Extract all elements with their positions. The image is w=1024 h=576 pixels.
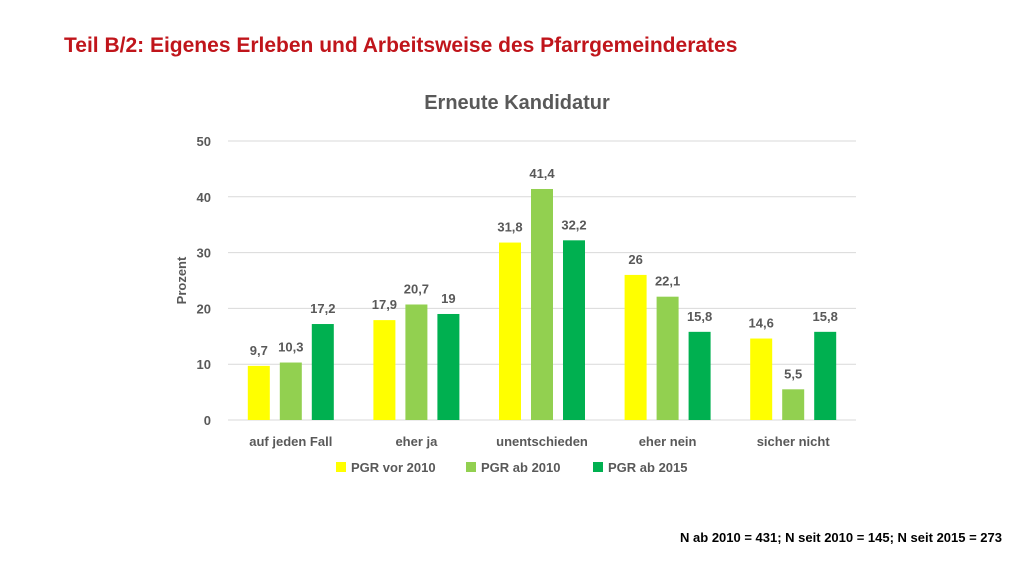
bar [373,320,396,420]
bar [656,296,679,420]
bar [688,331,711,420]
legend-label: PGR vor 2010 [351,460,436,475]
data-label: 22,1 [655,274,680,289]
data-label: 15,8 [813,309,838,324]
legend-swatch [336,462,346,472]
bar [814,331,837,420]
y-tick-label: 40 [197,190,211,205]
y-axis-label: Prozent [174,256,189,304]
data-label: 20,7 [404,281,429,296]
x-category-label: auf jeden Fall [249,434,332,449]
x-category-label: eher nein [639,434,697,449]
legend-swatch [466,462,476,472]
bar [531,188,553,420]
data-label: 5,5 [784,366,802,381]
chart-title: Erneute Kandidatur [424,92,610,114]
bar [405,304,428,420]
data-labels: 9,7 10,3 17,2 17,9 20,7 19 31,8 41,4 32,2 26 22,1 1… [250,166,838,381]
legend-label: PGR ab 2010 [481,460,561,475]
data-label: 17,2 [310,301,335,316]
x-category-label: eher ja [395,434,438,449]
legend-label: PGR ab 2015 [608,460,688,475]
bar [499,242,521,420]
y-tick-label: 50 [197,134,211,149]
bar [311,324,334,420]
sample-size-footnote: N ab 2010 = 431; N seit 2010 = 145; N se… [680,530,1002,545]
legend: PGR vor 2010 PGR ab 2010 PGR ab 2015 [336,460,688,475]
bar [624,274,647,420]
slide-title: Teil B/2: Eigenes Erleben und Arbeitswei… [64,34,738,57]
y-tick-label: 30 [197,246,211,261]
y-tick-label: 10 [197,357,211,372]
data-label: 17,9 [372,297,397,312]
data-label: 15,8 [687,309,712,324]
data-label: 31,8 [497,220,522,235]
bar [247,365,270,420]
y-tick-label: 20 [197,301,211,316]
data-label: 9,7 [250,343,268,358]
bar [437,313,460,420]
y-tick-label: 0 [204,413,211,428]
y-axis-ticks: 0 10 20 30 40 50 [197,134,211,428]
x-category-label: sicher nicht [757,434,831,449]
x-axis-categories: auf jeden Fall eher ja unentschieden eher n… [249,434,830,449]
data-label: 26 [628,252,642,267]
bar [782,389,805,420]
legend-swatch [593,462,603,472]
bar [279,362,302,420]
data-label: 14,6 [749,316,774,331]
bar [750,338,773,420]
data-label: 41,4 [529,166,555,181]
bar [563,240,585,420]
x-category-label: unentschieden [496,434,588,449]
data-label: 32,2 [561,217,586,232]
data-label: 10,3 [278,340,303,355]
data-label: 19 [441,291,455,306]
bars [247,188,837,420]
